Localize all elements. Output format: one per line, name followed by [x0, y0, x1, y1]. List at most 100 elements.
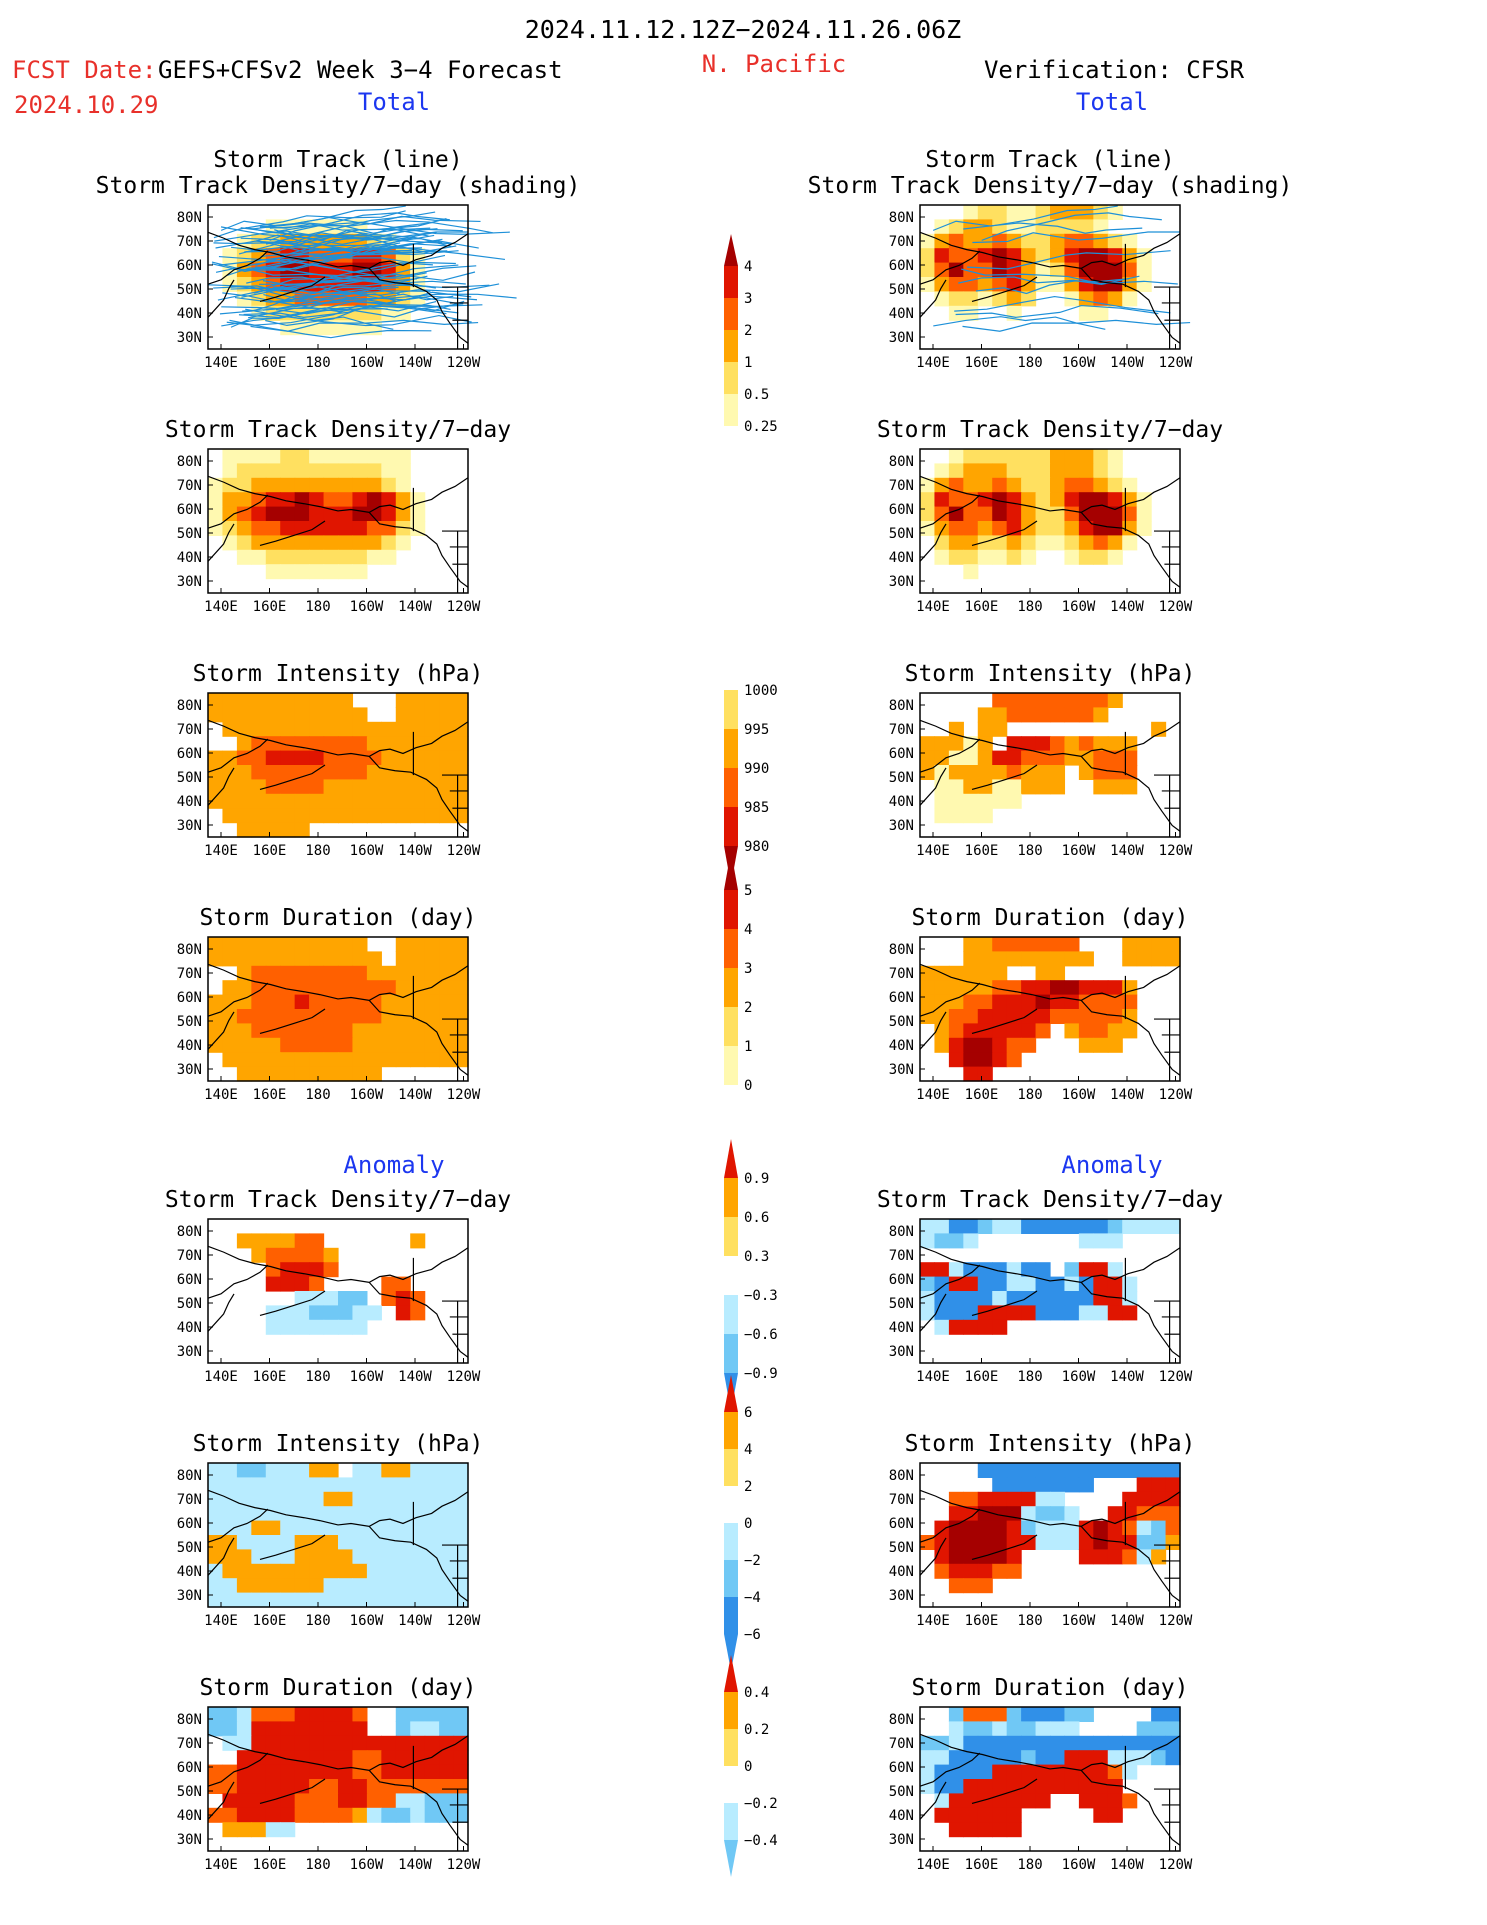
storm-track-line	[278, 283, 500, 304]
heat-cell	[963, 1037, 979, 1053]
heat-cell	[992, 1477, 1008, 1493]
storm-track-line	[262, 293, 517, 311]
colorbar-label: 1000	[744, 683, 778, 699]
heat-cell	[1050, 1764, 1066, 1780]
heat-cell	[236, 463, 252, 479]
heat-cell	[323, 1549, 339, 1565]
heat-cell	[1093, 477, 1109, 493]
heat-cell	[963, 535, 979, 551]
coastline	[919, 279, 947, 318]
heat-cell	[977, 1052, 993, 1068]
heat-cell	[977, 1707, 993, 1722]
heat-cell	[265, 521, 281, 536]
heat-cell	[1093, 765, 1109, 780]
heat-cell	[439, 1563, 455, 1579]
lat-tick-label: 30N	[889, 818, 914, 834]
heat-cell	[352, 449, 368, 464]
lon-tick-label: 140W	[1110, 1369, 1144, 1385]
heat-cell	[222, 277, 238, 292]
colorbar-label: 3	[744, 961, 752, 977]
heat-cell	[251, 779, 267, 795]
heat-cell	[1165, 1721, 1181, 1737]
heat-cell	[395, 1721, 411, 1737]
heat-cell	[294, 1535, 310, 1550]
lon-tick-label: 120W	[447, 1857, 481, 1873]
heat-cell	[453, 1750, 469, 1766]
map-panel-cfsr_intensity: Storm Intensity (hPa)80N70N60N50N40N30N1…	[889, 661, 1196, 859]
heat-cell	[222, 1592, 238, 1608]
lon-tick-label: 180	[1017, 1087, 1042, 1103]
heat-cell	[948, 1291, 964, 1306]
heat-cell	[222, 463, 238, 479]
heat-cell	[381, 1779, 397, 1794]
heat-cell	[294, 793, 310, 809]
panel-title: Storm Track Density/7−day	[877, 417, 1223, 443]
heat-cell	[338, 1009, 354, 1024]
heat-cell	[208, 937, 224, 952]
heat-cell	[323, 951, 339, 967]
heat-cell	[323, 477, 339, 493]
heat-cell	[338, 1721, 354, 1737]
heat-cell	[934, 1750, 950, 1766]
heat-cell	[294, 1592, 310, 1608]
heat-cell	[294, 1563, 310, 1579]
heat-cell	[1093, 305, 1109, 321]
heat-cell	[1021, 1219, 1037, 1234]
heat-cell	[323, 793, 339, 809]
lat-tick-label: 50N	[889, 282, 914, 298]
heat-cell	[395, 1707, 411, 1722]
heat-cell	[236, 980, 252, 996]
lon-tick-label: 140E	[204, 1613, 238, 1629]
heat-cell	[395, 1491, 411, 1507]
heat-cell	[1078, 1477, 1094, 1493]
heat-cell	[280, 1305, 296, 1321]
heat-cell	[977, 1735, 993, 1751]
heat-cell	[323, 1463, 339, 1478]
heat-cell	[1021, 750, 1037, 766]
heat-cell	[280, 477, 296, 493]
heat-cell	[920, 994, 936, 1010]
heat-cell	[1107, 535, 1123, 551]
heat-cell	[338, 793, 354, 809]
heat-cell	[1093, 1037, 1109, 1053]
heat-cell	[410, 1735, 426, 1751]
lon-tick-label: 160E	[253, 1857, 287, 1873]
heat-cell	[208, 1764, 224, 1780]
heat-cell	[963, 750, 979, 766]
heat-cell	[977, 1822, 993, 1838]
heat-cell	[1050, 693, 1066, 708]
heat-cell	[309, 492, 325, 508]
lat-tick-label: 70N	[889, 722, 914, 738]
storm-track-line	[213, 285, 400, 296]
heat-cell	[453, 1793, 469, 1809]
heat-cell	[453, 1578, 469, 1594]
heat-cell	[265, 1052, 281, 1068]
heat-cell	[265, 994, 281, 1010]
heat-cell	[1064, 951, 1080, 967]
heat-cell	[1165, 1750, 1181, 1766]
colorbar-label: 5	[744, 883, 752, 899]
heat-cell	[381, 535, 397, 551]
heat-cell	[1064, 736, 1080, 752]
heat-cell	[424, 1009, 440, 1024]
heat-cell	[251, 1807, 267, 1823]
heat-cell	[236, 779, 252, 795]
heat-cell	[352, 320, 368, 336]
heat-cell	[1107, 291, 1123, 307]
heat-cell	[222, 1707, 238, 1722]
heat-cell	[323, 1750, 339, 1766]
heat-cell	[977, 1721, 993, 1737]
heat-cell	[1151, 1520, 1167, 1536]
colorbar-swatch	[724, 1523, 738, 1560]
panel-title: Storm Track Density/7−day	[877, 1187, 1223, 1213]
heat-cell	[1122, 779, 1138, 795]
heat-cell	[1006, 1520, 1022, 1536]
heat-cell	[1136, 1721, 1152, 1737]
heat-cell	[992, 1219, 1008, 1234]
heat-cell	[1064, 233, 1080, 249]
heat-cell	[1122, 1305, 1138, 1321]
coastline	[207, 1752, 269, 1787]
lon-tick-label: 180	[305, 1857, 330, 1873]
heat-cell	[992, 477, 1008, 493]
heat-cell	[1078, 1023, 1094, 1039]
